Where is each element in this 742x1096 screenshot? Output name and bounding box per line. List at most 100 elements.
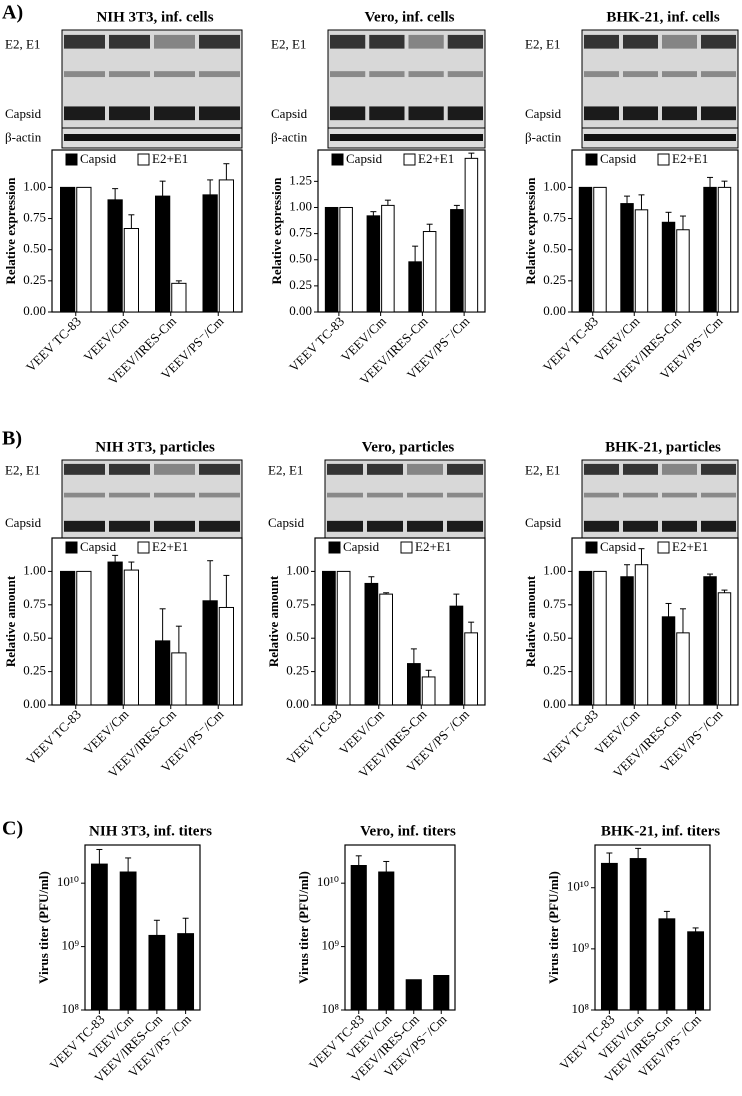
blot-band bbox=[701, 106, 736, 121]
blot-label: E2, E1 bbox=[5, 463, 40, 478]
chart-title: BHK-21, inf. titers bbox=[601, 823, 720, 839]
bar bbox=[155, 640, 171, 706]
y-tick-label: 10⁹ bbox=[321, 938, 339, 953]
bar bbox=[350, 865, 367, 1011]
blot-band bbox=[64, 106, 105, 121]
x-tick-label: VEEV TC-83 bbox=[540, 314, 601, 375]
blot-band bbox=[584, 492, 619, 498]
legend-label: Capsid bbox=[600, 151, 637, 166]
bar bbox=[339, 206, 353, 313]
blot-band bbox=[199, 34, 240, 49]
y-tick-label: 10⁸ bbox=[61, 1001, 79, 1016]
blot-band bbox=[109, 34, 150, 49]
y-tick-label: 0.50 bbox=[23, 629, 46, 644]
blot-band bbox=[199, 463, 240, 475]
blot-band bbox=[154, 71, 195, 78]
blot-band bbox=[369, 106, 405, 121]
blot-band bbox=[64, 134, 240, 141]
plot-frame bbox=[344, 844, 456, 1011]
bar bbox=[155, 195, 171, 313]
bar bbox=[578, 570, 593, 706]
y-tick-label: 1.00 bbox=[289, 198, 312, 213]
legend-swatch bbox=[137, 541, 150, 554]
bar bbox=[177, 933, 195, 1011]
bar bbox=[218, 179, 234, 313]
blot-band bbox=[701, 71, 736, 78]
bar bbox=[422, 231, 437, 313]
bar bbox=[107, 561, 123, 706]
blot-band bbox=[154, 520, 195, 532]
legend-label: Capsid bbox=[80, 539, 117, 554]
x-tick-label: VEEV TC-83 bbox=[283, 707, 344, 768]
bar bbox=[450, 209, 464, 313]
blot-band bbox=[64, 463, 105, 475]
blot-band bbox=[584, 71, 619, 78]
bar bbox=[620, 576, 634, 706]
blot-band bbox=[662, 106, 697, 121]
blot-band bbox=[109, 463, 150, 475]
bar bbox=[408, 261, 422, 313]
bar bbox=[634, 564, 649, 706]
y-tick-label: 1.00 bbox=[286, 562, 309, 577]
blot-band bbox=[584, 463, 619, 475]
legend-swatch bbox=[331, 153, 344, 166]
blot-band bbox=[199, 71, 240, 78]
blot-label: β-actin bbox=[525, 130, 562, 145]
y-tick-label: 0.75 bbox=[289, 225, 312, 240]
bar bbox=[676, 632, 690, 706]
y-tick-label: 1.00 bbox=[543, 178, 566, 193]
y-axis-label: Virus titer (PFU/ml) bbox=[296, 871, 311, 984]
blot-label: Capsid bbox=[525, 515, 562, 530]
blot-band bbox=[701, 34, 736, 49]
legend-swatch bbox=[657, 153, 670, 166]
blot-band bbox=[701, 463, 736, 475]
y-tick-label: 10¹⁰ bbox=[567, 879, 589, 894]
blot-band bbox=[330, 134, 483, 141]
legend-label: E2+E1 bbox=[418, 151, 454, 166]
legend-label: E2+E1 bbox=[672, 151, 708, 166]
y-tick-label: 1.00 bbox=[543, 562, 566, 577]
legend-label: E2+E1 bbox=[152, 151, 188, 166]
legend-swatch bbox=[403, 153, 416, 166]
blot-label: E2, E1 bbox=[5, 36, 40, 51]
blot-band bbox=[623, 492, 658, 498]
blot-band bbox=[408, 34, 444, 49]
blot-band bbox=[447, 520, 483, 532]
blot-label: Capsid bbox=[5, 515, 42, 530]
blot-band bbox=[154, 34, 195, 49]
blot-band bbox=[64, 520, 105, 532]
blot-band bbox=[408, 106, 444, 121]
y-tick-label: 10⁸ bbox=[571, 1001, 589, 1016]
y-tick-label: 0.00 bbox=[286, 696, 309, 711]
blot-band bbox=[662, 34, 697, 49]
y-axis-label: Relative amount bbox=[523, 575, 538, 667]
bar bbox=[676, 229, 690, 313]
y-axis-label: Virus titer (PFU/ml) bbox=[36, 871, 51, 984]
panel-label: B) bbox=[2, 428, 22, 450]
x-tick-label: VEEV TC-83 bbox=[286, 314, 347, 375]
blot-label: E2, E1 bbox=[525, 36, 560, 51]
blot-label: β-actin bbox=[5, 130, 42, 145]
blot-band bbox=[330, 106, 366, 121]
plot-frame bbox=[317, 149, 486, 313]
bar bbox=[123, 228, 139, 313]
y-tick-label: 0.75 bbox=[23, 210, 46, 225]
panel-label: C) bbox=[2, 818, 23, 840]
y-tick-label: 0.75 bbox=[286, 596, 309, 611]
blot-band bbox=[154, 463, 195, 475]
legend-swatch bbox=[65, 541, 78, 554]
y-tick-label: 0.75 bbox=[543, 210, 566, 225]
y-axis-label: Relative expression bbox=[523, 177, 538, 285]
bar bbox=[123, 569, 139, 706]
blot-band bbox=[623, 106, 658, 121]
bar bbox=[171, 652, 187, 706]
blot-band bbox=[367, 492, 403, 498]
bar bbox=[202, 194, 218, 313]
bar bbox=[717, 186, 732, 313]
y-axis-label: Relative expression bbox=[269, 177, 284, 285]
blot-band bbox=[447, 34, 483, 49]
blot-band bbox=[64, 34, 105, 49]
blot-band bbox=[327, 520, 363, 532]
y-tick-label: 0.50 bbox=[286, 629, 309, 644]
